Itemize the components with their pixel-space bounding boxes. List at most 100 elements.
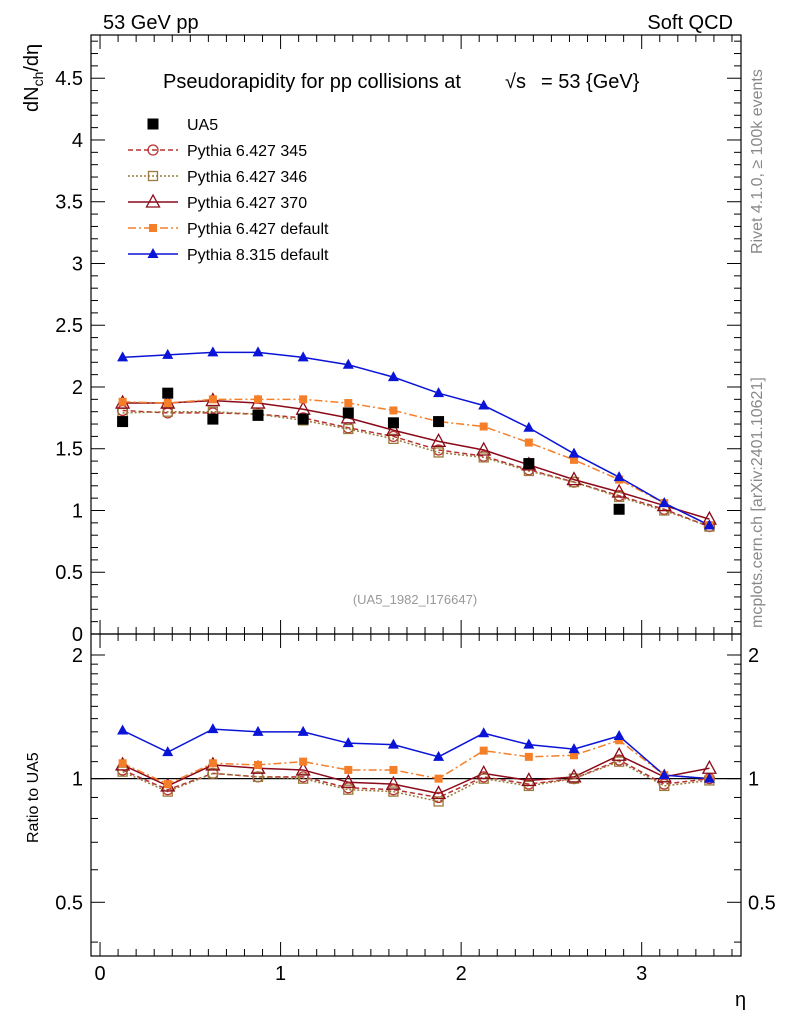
header-left: 53 GeV pp [103, 12, 199, 34]
main-y-tick-label: 0 [72, 624, 83, 646]
point-pythia-8-315-default [568, 447, 580, 458]
point-pythia-6-427-346 [343, 423, 354, 435]
main-series [115, 346, 717, 533]
rivet-label: Rivet 4.1.0, ≥ 100k events [749, 69, 766, 254]
point-pythia-6-427-370 [611, 483, 627, 498]
legend-label: Pythia 6.427 345 [187, 143, 307, 160]
ratio-point-pythia-6-427-346 [343, 784, 354, 795]
ratio-point-pythia-6-427-370 [430, 785, 447, 800]
main-x-ticks [99, 35, 733, 634]
ratio-point-pythia-8-315-default [207, 723, 219, 734]
ratio-point-pythia-6-427-370 [521, 772, 537, 787]
ratio-point-pythia-8-315-default [297, 725, 309, 736]
point-pythia-6-427-346 [162, 406, 173, 417]
point-ua5 [252, 409, 264, 421]
point-pythia-8-315-default [613, 471, 625, 482]
main-y-tick-label: 2 [72, 377, 83, 399]
point-pythia-6-427-default [569, 455, 578, 464]
main-y-tick-label: 0.5 [55, 562, 83, 584]
point-ua5 [342, 407, 354, 419]
mcplots-label: mcplots.cern.ch [arXiv:2401.10621] [749, 377, 766, 628]
main-y-tick-label: 4.5 [55, 68, 83, 90]
ratio-point-pythia-6-427-default [434, 774, 443, 783]
ratio-point-pythia-6-427-default [299, 757, 308, 766]
point-ua5 [387, 417, 399, 429]
point-pythia-8-315-default [117, 351, 129, 362]
chart-title: Pseudorapidity for pp collisions at [163, 71, 461, 93]
ratio-point-pythia-6-427-346 [388, 786, 399, 797]
ratio-x-axis: 0 1 2 3 [94, 634, 733, 985]
ratio-point-pythia-6-427-370 [476, 765, 492, 780]
point-ua5 [523, 458, 535, 470]
ratio-point-pythia-8-315-default [433, 750, 445, 761]
ratio-point-pythia-8-315-default [252, 725, 264, 736]
legend-label: Pythia 8.315 default [187, 247, 329, 264]
point-pythia-8-315-default [162, 348, 174, 359]
point-pythia-8-315-default [252, 346, 264, 357]
point-ua5 [613, 503, 625, 515]
chart-title-suffix: = 53 {GeV} [541, 71, 640, 93]
point-pythia-6-427-346 [388, 433, 399, 445]
point-pythia-6-427-default [524, 438, 533, 447]
ratio-point-pythia-6-427-370 [340, 773, 356, 788]
main-y-tick-label: 3.5 [55, 192, 83, 214]
y-label-base: dN [21, 86, 43, 112]
x-tick-label: 2 [456, 963, 467, 985]
point-pythia-6-427-346 [433, 447, 444, 458]
ratio-point-pythia-8-315-default [478, 727, 490, 738]
point-pythia-8-315-default [478, 399, 490, 410]
chart-title-sqrt: √s [505, 71, 526, 93]
ratio-point-pythia-8-315-default [703, 772, 715, 783]
x-tick-label: 3 [636, 963, 647, 985]
point-pythia-8-315-default [387, 371, 399, 382]
point-pythia-6-427-default [479, 422, 488, 431]
point-pythia-6-427-default [208, 395, 217, 404]
main-y-tick-label: 1.5 [55, 439, 83, 461]
legend: UA5 Pythia 6.427 345 Pythia 6.427 346 Pythi… [128, 117, 329, 264]
point-pythia-6-427-346 [478, 452, 489, 463]
legend-label: Pythia 6.427 370 [187, 195, 307, 212]
ratio-point-pythia-6-427-default [389, 765, 398, 774]
legend-marker [147, 144, 159, 156]
legend-marker [147, 118, 159, 130]
series-line-pythia-6-427-345 [122, 409, 710, 528]
ratio-point-pythia-8-315-default [568, 743, 580, 754]
ratio-point-pythia-6-427-default [479, 746, 488, 755]
point-ua5 [433, 416, 445, 428]
ratio-point-pythia-6-427-370 [566, 768, 582, 783]
x-tick-label: 1 [275, 963, 286, 985]
header-right: Soft QCD [647, 12, 733, 34]
main-y-tick-label: 3 [72, 253, 83, 275]
ratio-point-pythia-6-427-default [569, 751, 578, 760]
main-y-tick-label: 2.5 [55, 315, 83, 337]
ratio-y-tick-label-right: 1 [748, 769, 759, 791]
main-y-label: dNch/dη [21, 44, 46, 112]
ratio-point-pythia-8-315-default [613, 730, 625, 741]
point-ua5 [297, 413, 309, 425]
ratio-point-pythia-6-427-default [615, 736, 624, 745]
ratio-y-label: Ratio to UA5 [25, 752, 42, 843]
point-pythia-6-427-370 [566, 471, 582, 486]
point-pythia-8-315-default [523, 421, 535, 432]
point-pythia-6-427-default [118, 397, 127, 406]
legend-item-pythia-6-427-346: Pythia 6.427 346 [128, 169, 307, 186]
ratio-point-pythia-6-427-default [254, 760, 263, 769]
ratio-y-tick-label: 1 [72, 769, 83, 791]
ratio-point-pythia-6-427-370 [701, 759, 717, 774]
series-line-pythia-6-427-370 [122, 399, 710, 520]
ratio-series [115, 723, 717, 807]
legend-item-pythia-8-315-default: Pythia 8.315 default [128, 247, 329, 264]
legend-item-pythia-6-427-345: Pythia 6.427 345 [128, 143, 307, 160]
y-label-tail: /dη [21, 44, 43, 72]
point-pythia-8-315-default [297, 351, 309, 362]
ratio-point-pythia-6-427-370 [295, 761, 311, 776]
ratio-y-tick-label-right: 0.5 [748, 892, 776, 914]
ratio-point-pythia-6-427-default [208, 759, 217, 768]
point-pythia-6-427-default [299, 395, 308, 404]
ratio-point-pythia-6-427-346 [207, 768, 219, 779]
legend-label: Pythia 6.427 default [187, 221, 329, 238]
point-ua5 [162, 387, 174, 399]
point-pythia-8-315-default [342, 358, 354, 369]
ratio-point-pythia-8-315-default [117, 724, 129, 735]
ratio-line-pythia-8-315-default [122, 728, 710, 780]
